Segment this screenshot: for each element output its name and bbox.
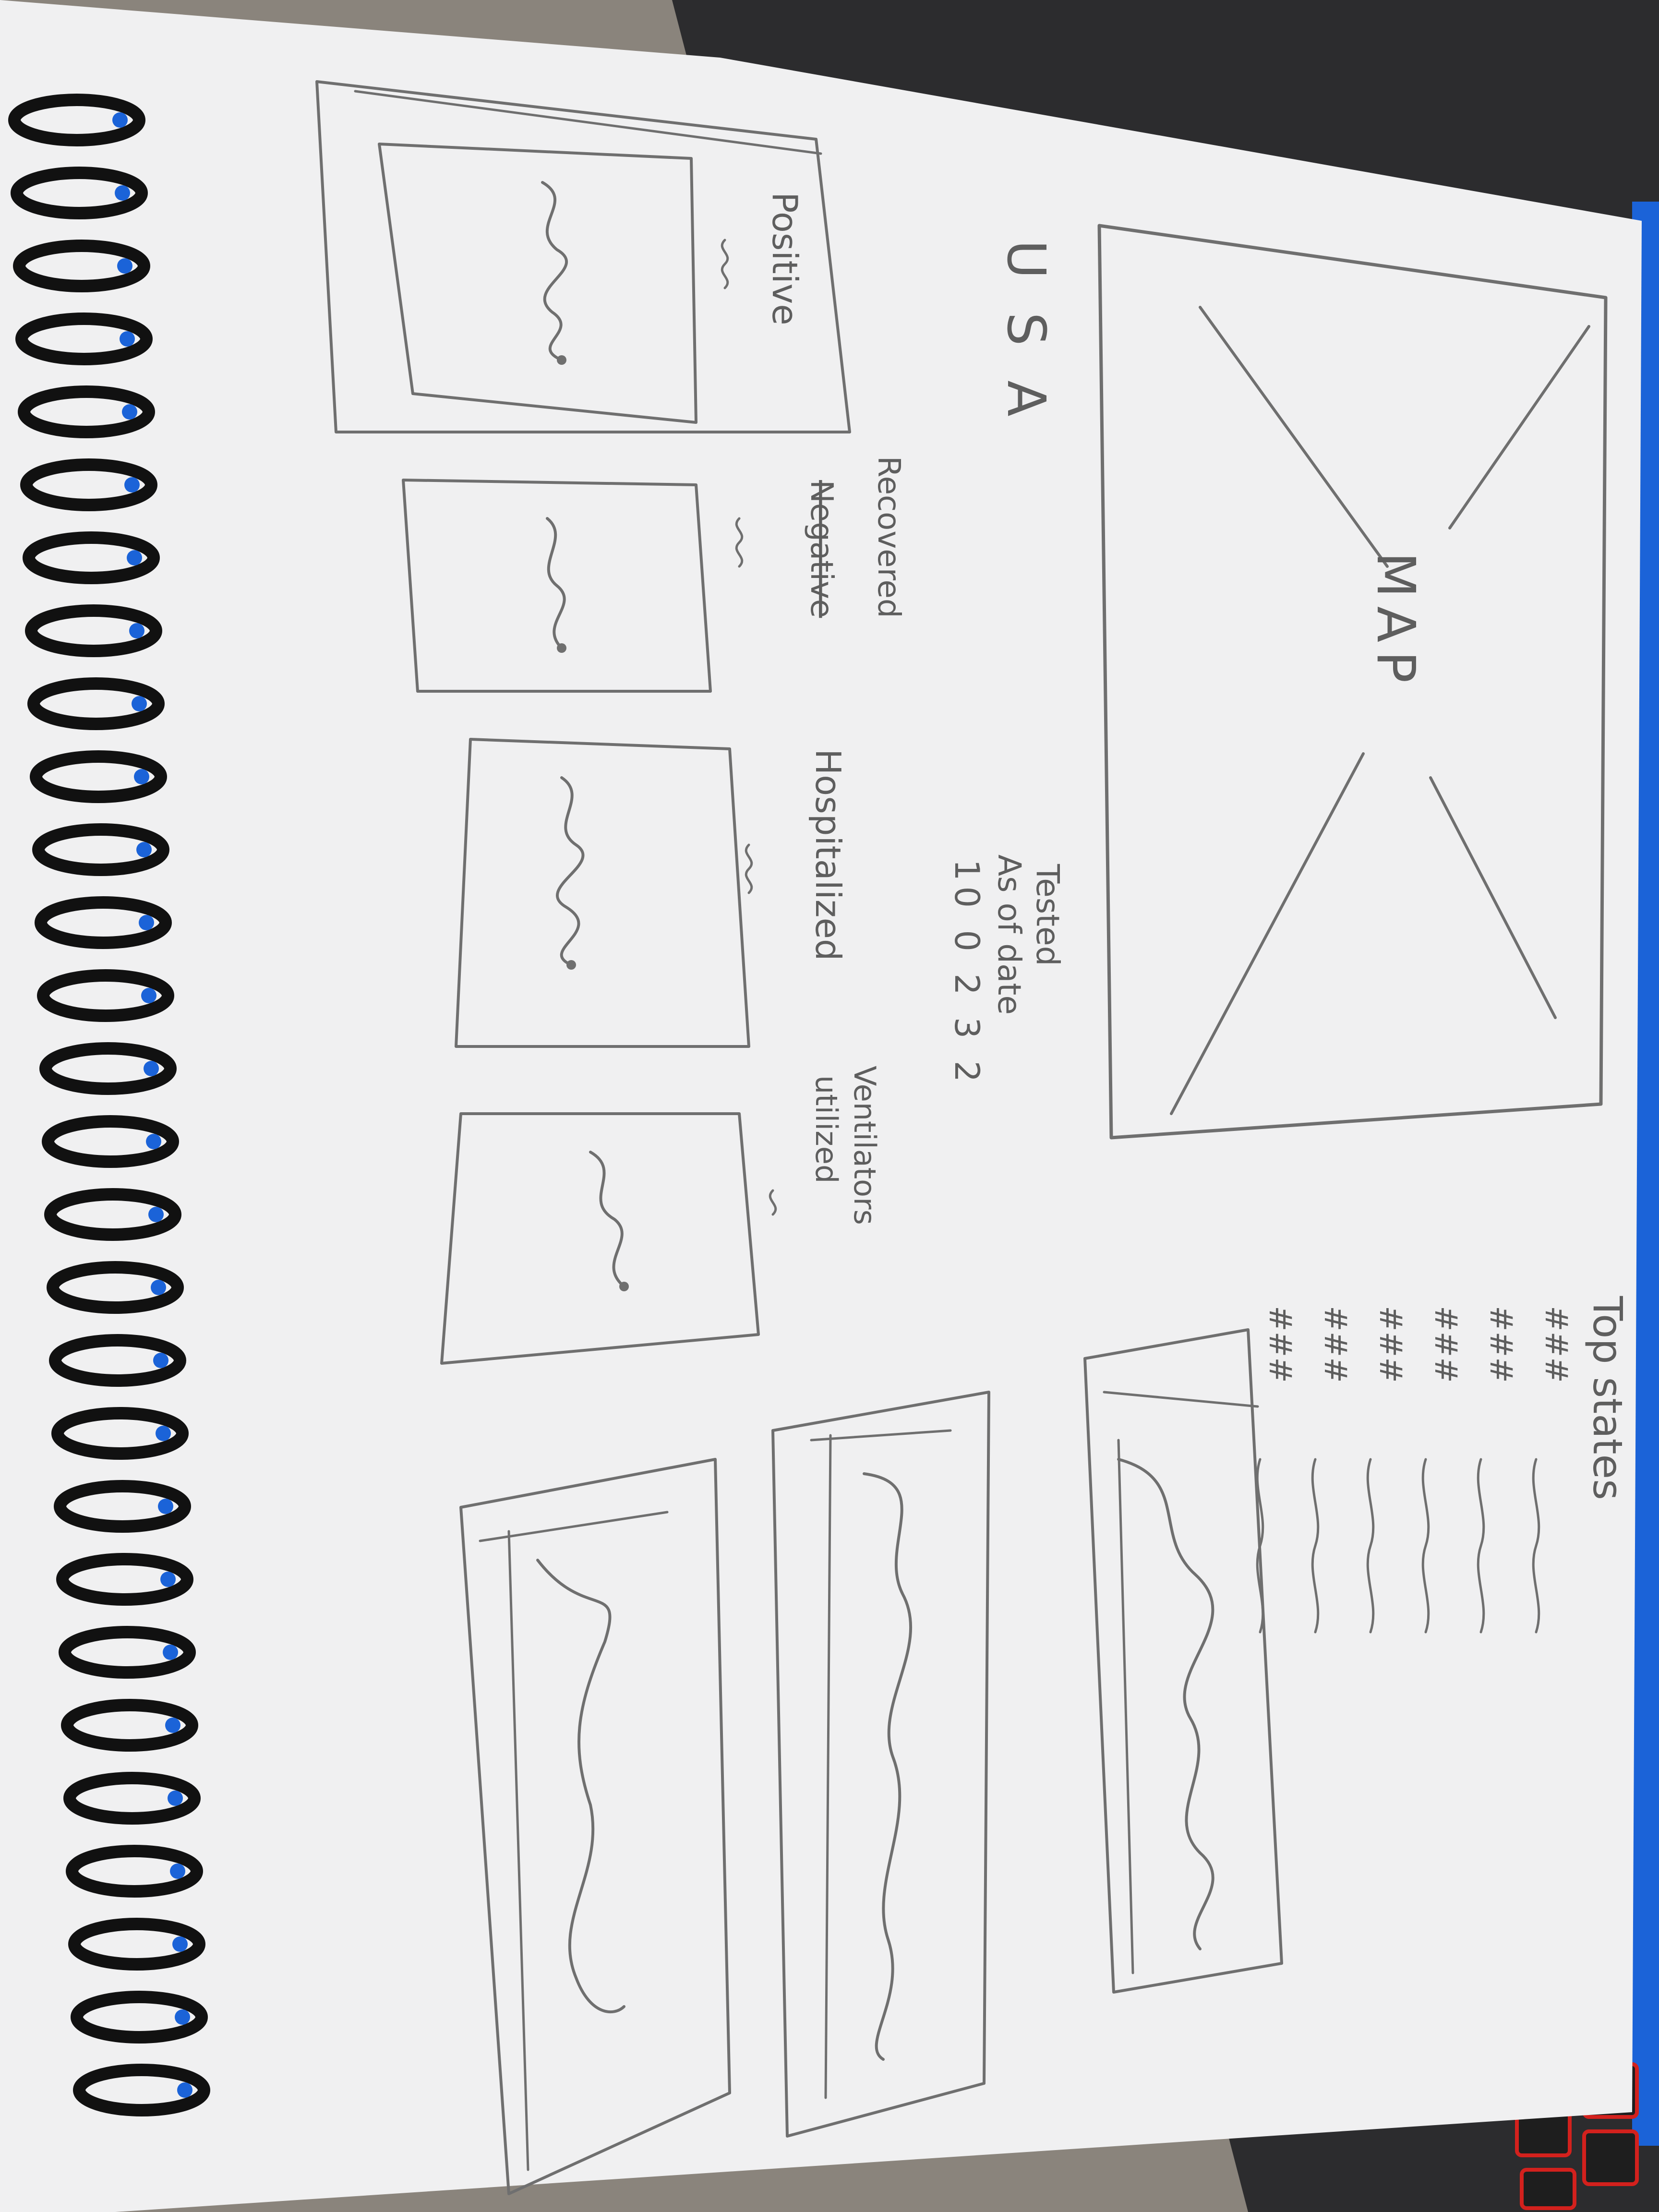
metric-card-hospitalized[interactable]: Hospitalized xyxy=(455,738,848,1048)
spiral-coil-loop xyxy=(63,1772,201,1825)
tested-as-of-label: As of date xyxy=(991,854,1028,1015)
sparkline-recovered xyxy=(546,517,566,649)
page-title: USA xyxy=(996,240,1057,450)
spiral-coil-loop xyxy=(18,385,155,438)
line-chart-panel-2 xyxy=(863,1472,913,2061)
tested-summary: Tested As of date 10 0 2 3 2 xyxy=(947,854,1066,1088)
spiral-coil-loop xyxy=(25,604,162,657)
spiral-coil-loop xyxy=(68,1918,205,1971)
top-state-name-scribble xyxy=(1532,1458,1540,1634)
sparkline-ventilators xyxy=(589,1151,625,1288)
spiral-coil-loop xyxy=(39,1042,177,1095)
metric-label-ventilators: Ventilators xyxy=(847,1066,882,1225)
metric-label-ventilators-line2: utilized xyxy=(809,1075,844,1183)
metric-label-hospitalized: Hospitalized xyxy=(808,749,848,961)
spiral-coil-loop xyxy=(73,2064,210,2116)
top-state-name-scribble xyxy=(1421,1458,1430,1634)
top-state-name-scribble xyxy=(1477,1458,1485,1634)
spiral-coil-loop xyxy=(66,1845,203,1898)
map-placeholder: MAP xyxy=(1097,224,1608,1140)
spiral-coil-loop xyxy=(11,167,148,219)
metric-label-positive: Positive xyxy=(765,192,805,325)
sparkline-hospitalized xyxy=(556,776,585,966)
top-state-value: ### xyxy=(1262,1306,1298,1383)
line-chart-panel-3 xyxy=(536,1559,625,2014)
spiral-coil-loop xyxy=(44,1188,181,1241)
top-state-value: ### xyxy=(1428,1306,1463,1383)
spiral-coil-loop xyxy=(30,750,167,803)
spiral-coil-loop xyxy=(49,1334,186,1387)
metric-label-struck: Negative xyxy=(804,480,839,618)
spiral-coil-loop xyxy=(8,94,145,146)
metric-card-ventilators[interactable]: Ventilators utilized xyxy=(440,1066,882,1365)
spiral-coil-loop xyxy=(51,1407,189,1460)
spiral-coil-loop xyxy=(47,1261,184,1314)
spiral-coil-loop xyxy=(42,1115,179,1168)
spiral-coil-loop xyxy=(32,823,169,876)
spiral-coil-loop xyxy=(59,1626,196,1679)
x-box-icon xyxy=(1170,306,1590,1115)
tested-label: Tested xyxy=(1029,864,1066,966)
top-state-value: ### xyxy=(1538,1306,1574,1383)
chart-panel-2 xyxy=(771,1391,990,2138)
line-chart-panel-1 xyxy=(1117,1458,1214,1950)
spiral-coil-loop xyxy=(20,458,157,511)
spiral-coil-loop xyxy=(54,1480,191,1533)
sparkline-positive xyxy=(541,181,568,361)
metric-card-recovered[interactable]: Negative Recovered xyxy=(402,456,906,693)
tested-value: 10 0 2 3 2 xyxy=(947,859,986,1088)
spiral-coil-loop xyxy=(37,969,174,1022)
top-state-value: ### xyxy=(1317,1306,1353,1383)
top-states-label: Top states xyxy=(1584,1296,1631,1500)
top-state-name-scribble xyxy=(1311,1458,1320,1634)
spiral-coil-icon xyxy=(8,94,210,2116)
top-states-list: Top states ### ### ### ### ### ### xyxy=(1256,1296,1631,1634)
top-state-value: ### xyxy=(1372,1306,1408,1383)
metric-label-recovered: Recovered xyxy=(871,456,906,618)
metric-card-positive[interactable]: Positive xyxy=(315,80,851,433)
top-state-value: ### xyxy=(1483,1306,1518,1383)
spiral-coil-loop xyxy=(27,677,165,730)
top-state-name-scribble xyxy=(1366,1458,1375,1634)
spiral-coil-loop xyxy=(61,1699,198,1752)
spiral-coil-loop xyxy=(71,1991,208,2044)
map-label: MAP xyxy=(1365,552,1427,692)
spiral-coil-loop xyxy=(23,531,160,584)
chart-panel-1 xyxy=(1083,1328,1283,1994)
spiral-coil-loop xyxy=(56,1553,193,1606)
spiral-coil-loop xyxy=(35,896,172,949)
spiral-coil-loop xyxy=(13,240,150,292)
chart-panel-3 xyxy=(459,1458,731,2195)
spiral-coil-loop xyxy=(15,313,153,365)
